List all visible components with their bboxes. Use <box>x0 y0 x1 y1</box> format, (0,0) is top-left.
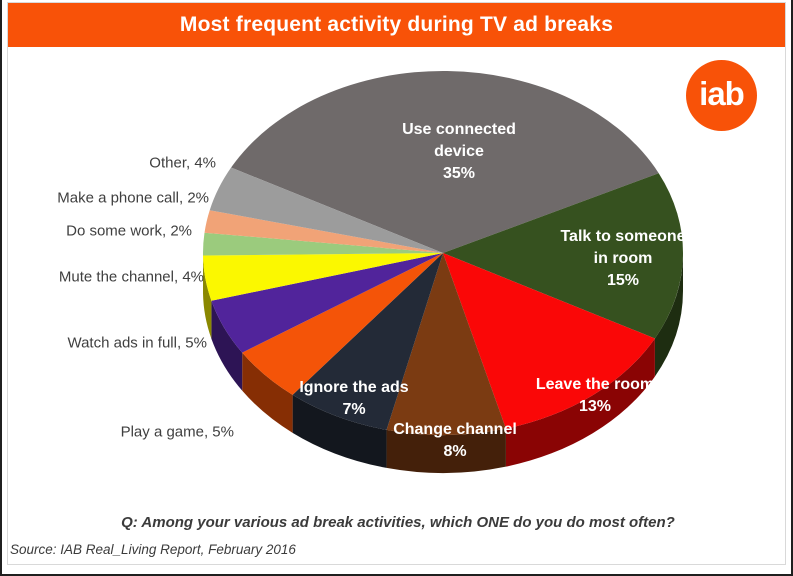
pie-slice <box>204 210 443 253</box>
pie-slice-label: Leave the room 13% <box>536 376 654 415</box>
pie-slice <box>203 232 443 256</box>
pie-outside-label: Watch ads in full, 5% <box>67 334 207 352</box>
pie-slice <box>292 253 443 430</box>
pie-slice-label: Ignore the ads 7% <box>299 379 408 418</box>
pie-slice <box>386 253 506 436</box>
pie-slice-side <box>505 338 655 467</box>
pie-slice <box>209 167 443 253</box>
pie-slice-label: Talk to someone in room 15% <box>560 228 685 289</box>
title-bar: Most frequent activity during TV ad brea… <box>8 3 785 47</box>
question-text: Q: Among your various ad break activitie… <box>121 514 675 531</box>
pie-slice <box>203 253 443 301</box>
pie-slice <box>211 253 443 353</box>
chart-title: Most frequent activity during TV ad brea… <box>179 13 614 36</box>
pie-slice-side <box>211 300 243 391</box>
pie-slice-label: Change channel 8% <box>393 421 517 460</box>
iab-logo-text: iab <box>699 75 745 112</box>
pie-outside-label: Mute the channel, 4% <box>58 268 204 286</box>
pie-slice-side <box>292 394 387 468</box>
pie-slice-side <box>386 428 506 474</box>
pie-slice-label: Use connected device 35% <box>402 121 516 182</box>
pie-slice <box>443 253 655 429</box>
source-text: Source: IAB Real_Living Report, February… <box>10 542 296 557</box>
iab-logo: iab <box>686 60 757 131</box>
pie-outside-label: Play a game, 5% <box>120 423 234 441</box>
pie-outside-label: Do some work, 2% <box>66 222 192 240</box>
pie-slice <box>443 173 684 339</box>
pie-outside-label: Make a phone call, 2% <box>57 189 209 207</box>
pie-slice <box>242 253 443 395</box>
pie-slice <box>231 70 659 253</box>
pie-slice-side <box>242 352 293 433</box>
pie-slice-side <box>654 253 683 377</box>
pie-outside-label: Other, 4% <box>149 154 216 172</box>
pie-slice-side <box>203 255 212 339</box>
